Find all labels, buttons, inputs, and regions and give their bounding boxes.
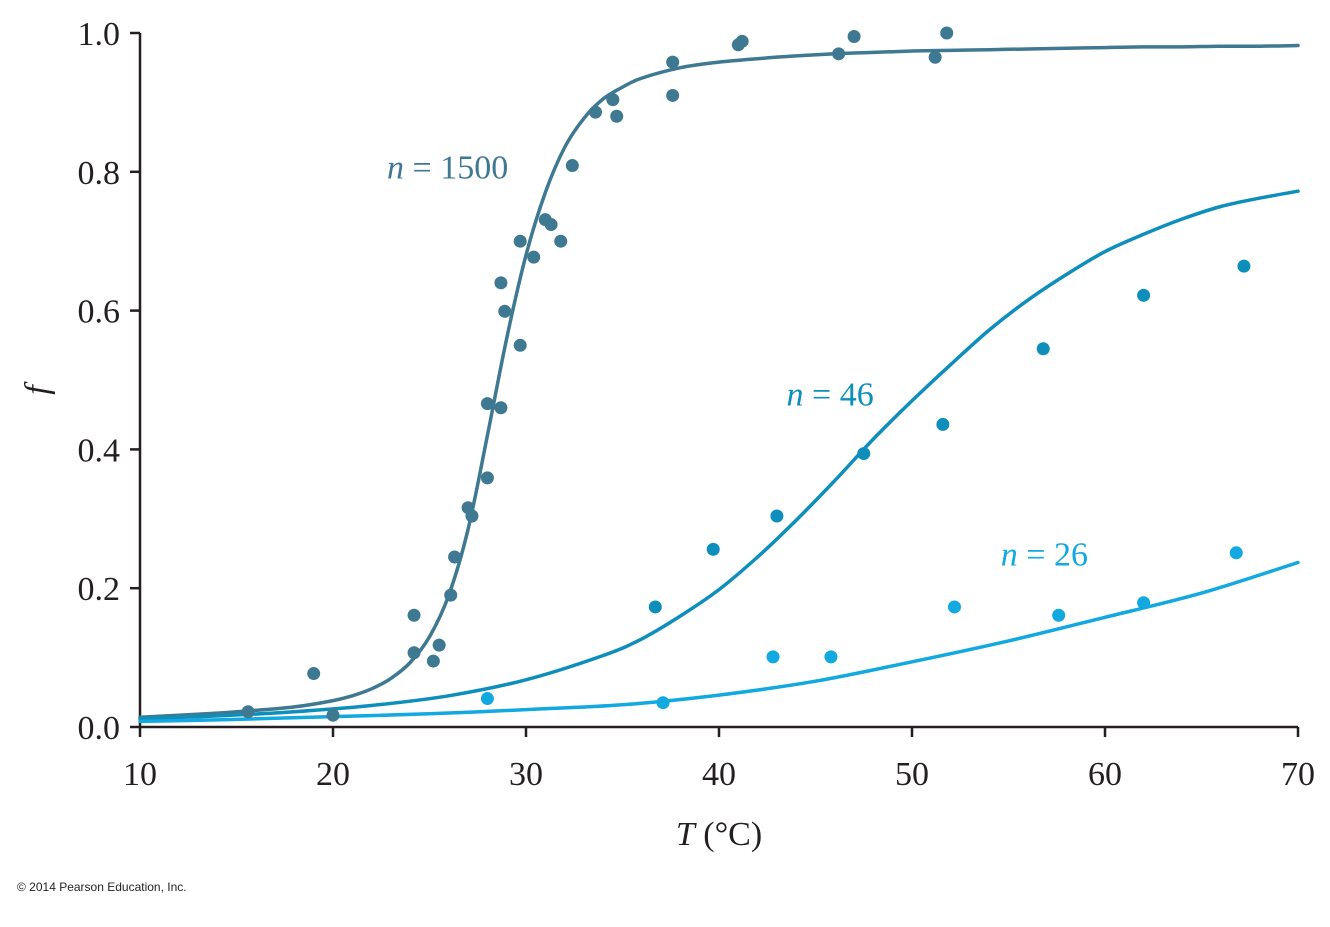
series-label-0: n = 1500 [387,150,508,187]
x-tick-label: 30 [509,756,543,793]
y-tick-label: 0.8 [78,155,121,192]
data-point-series-0 [832,47,846,61]
x-axis-variable: T [676,816,697,853]
ticks: 10 20 30 40 50 60 70 0.0 0.2 0.4 0.6 0.8 1.0 [78,16,1316,793]
data-point-series-1 [936,417,950,431]
fit-curve-series-1 [138,189,1300,721]
data-point-series-0 [465,509,479,523]
data-point-series-2 [656,696,670,710]
data-point-series-1 [770,509,784,523]
data-point-series-1 [706,542,720,556]
x-axis-title: T (°C) [676,816,762,853]
data-point-series-1 [1137,288,1151,302]
series-label-2: n = 26 [1001,536,1088,573]
data-point-series-0 [666,55,680,69]
data-point-series-0 [326,708,340,722]
y-tick-label: 0.0 [78,710,121,747]
data-point-series-0 [407,646,421,660]
x-tick-label: 50 [895,756,929,793]
data-point-series-0 [610,109,624,123]
data-point-series-0 [426,654,440,668]
y-tick-label: 0.4 [78,432,121,469]
x-tick-label: 20 [316,756,350,793]
data-point-series-2 [1229,546,1243,560]
data-point-series-0 [544,218,558,232]
x-tick-label: 10 [123,756,157,793]
data-point-series-0 [407,608,421,622]
data-point-series-0 [480,471,494,485]
data-point-series-0 [527,250,541,264]
fit-curve-series-2 [138,560,1300,724]
data-point-series-0 [444,588,458,602]
data-point-series-2 [480,692,494,706]
series-label-value: = 46 [804,377,874,414]
data-point-series-2 [766,650,780,664]
data-point-series-0 [480,397,494,411]
data-point-series-0 [666,88,680,102]
data-point-series-2 [947,600,961,614]
data-point-series-0 [432,638,446,652]
data-point-series-0 [940,26,954,40]
x-tick-label: 70 [1281,756,1315,793]
data-point-series-0 [606,93,620,107]
series-label-value: = 26 [1018,536,1088,573]
data-point-series-0 [565,159,579,173]
data-point-series-1 [648,600,662,614]
data-point-series-0 [241,705,255,719]
data-point-series-0 [588,105,602,119]
data-point-series-0 [494,276,508,290]
data-point-series-0 [847,29,861,43]
x-tick-label: 40 [702,756,736,793]
data-point-series-0 [513,234,527,248]
copyright-notice: © 2014 Pearson Education, Inc. [17,880,187,894]
fit-curve-series-0 [138,43,1300,720]
data-point-series-0 [498,304,512,318]
series-label-1: n = 46 [787,377,874,414]
data-point-series-1 [857,447,871,461]
data-point-series-1 [1036,342,1050,356]
fit-curves [138,43,1300,724]
series-label-variable: n [787,377,804,414]
series-label-variable: n [387,150,404,187]
data-point-series-0 [513,338,527,352]
data-point-series-0 [554,234,568,248]
axes [138,33,1298,729]
data-point-series-2 [1137,596,1151,610]
data-point-series-0 [307,667,321,681]
data-point-series-2 [824,650,838,664]
data-points [241,26,1251,722]
y-axis-title: f [19,381,56,395]
data-point-series-0 [735,34,749,48]
y-tick-label: 0.6 [78,294,121,331]
axis-titles: T (°C) f [19,381,762,853]
data-point-series-0 [494,401,508,415]
data-point-series-2 [1052,608,1066,622]
series-label-value: = 1500 [404,150,508,187]
data-point-series-1 [1237,259,1251,273]
data-point-series-0 [928,50,942,64]
x-axis-unit: (°C) [695,816,762,853]
series-label-variable: n [1001,536,1018,573]
data-point-series-0 [448,550,462,564]
y-tick-label: 1.0 [78,16,121,53]
y-tick-label: 0.2 [78,571,121,608]
x-tick-label: 60 [1088,756,1122,793]
